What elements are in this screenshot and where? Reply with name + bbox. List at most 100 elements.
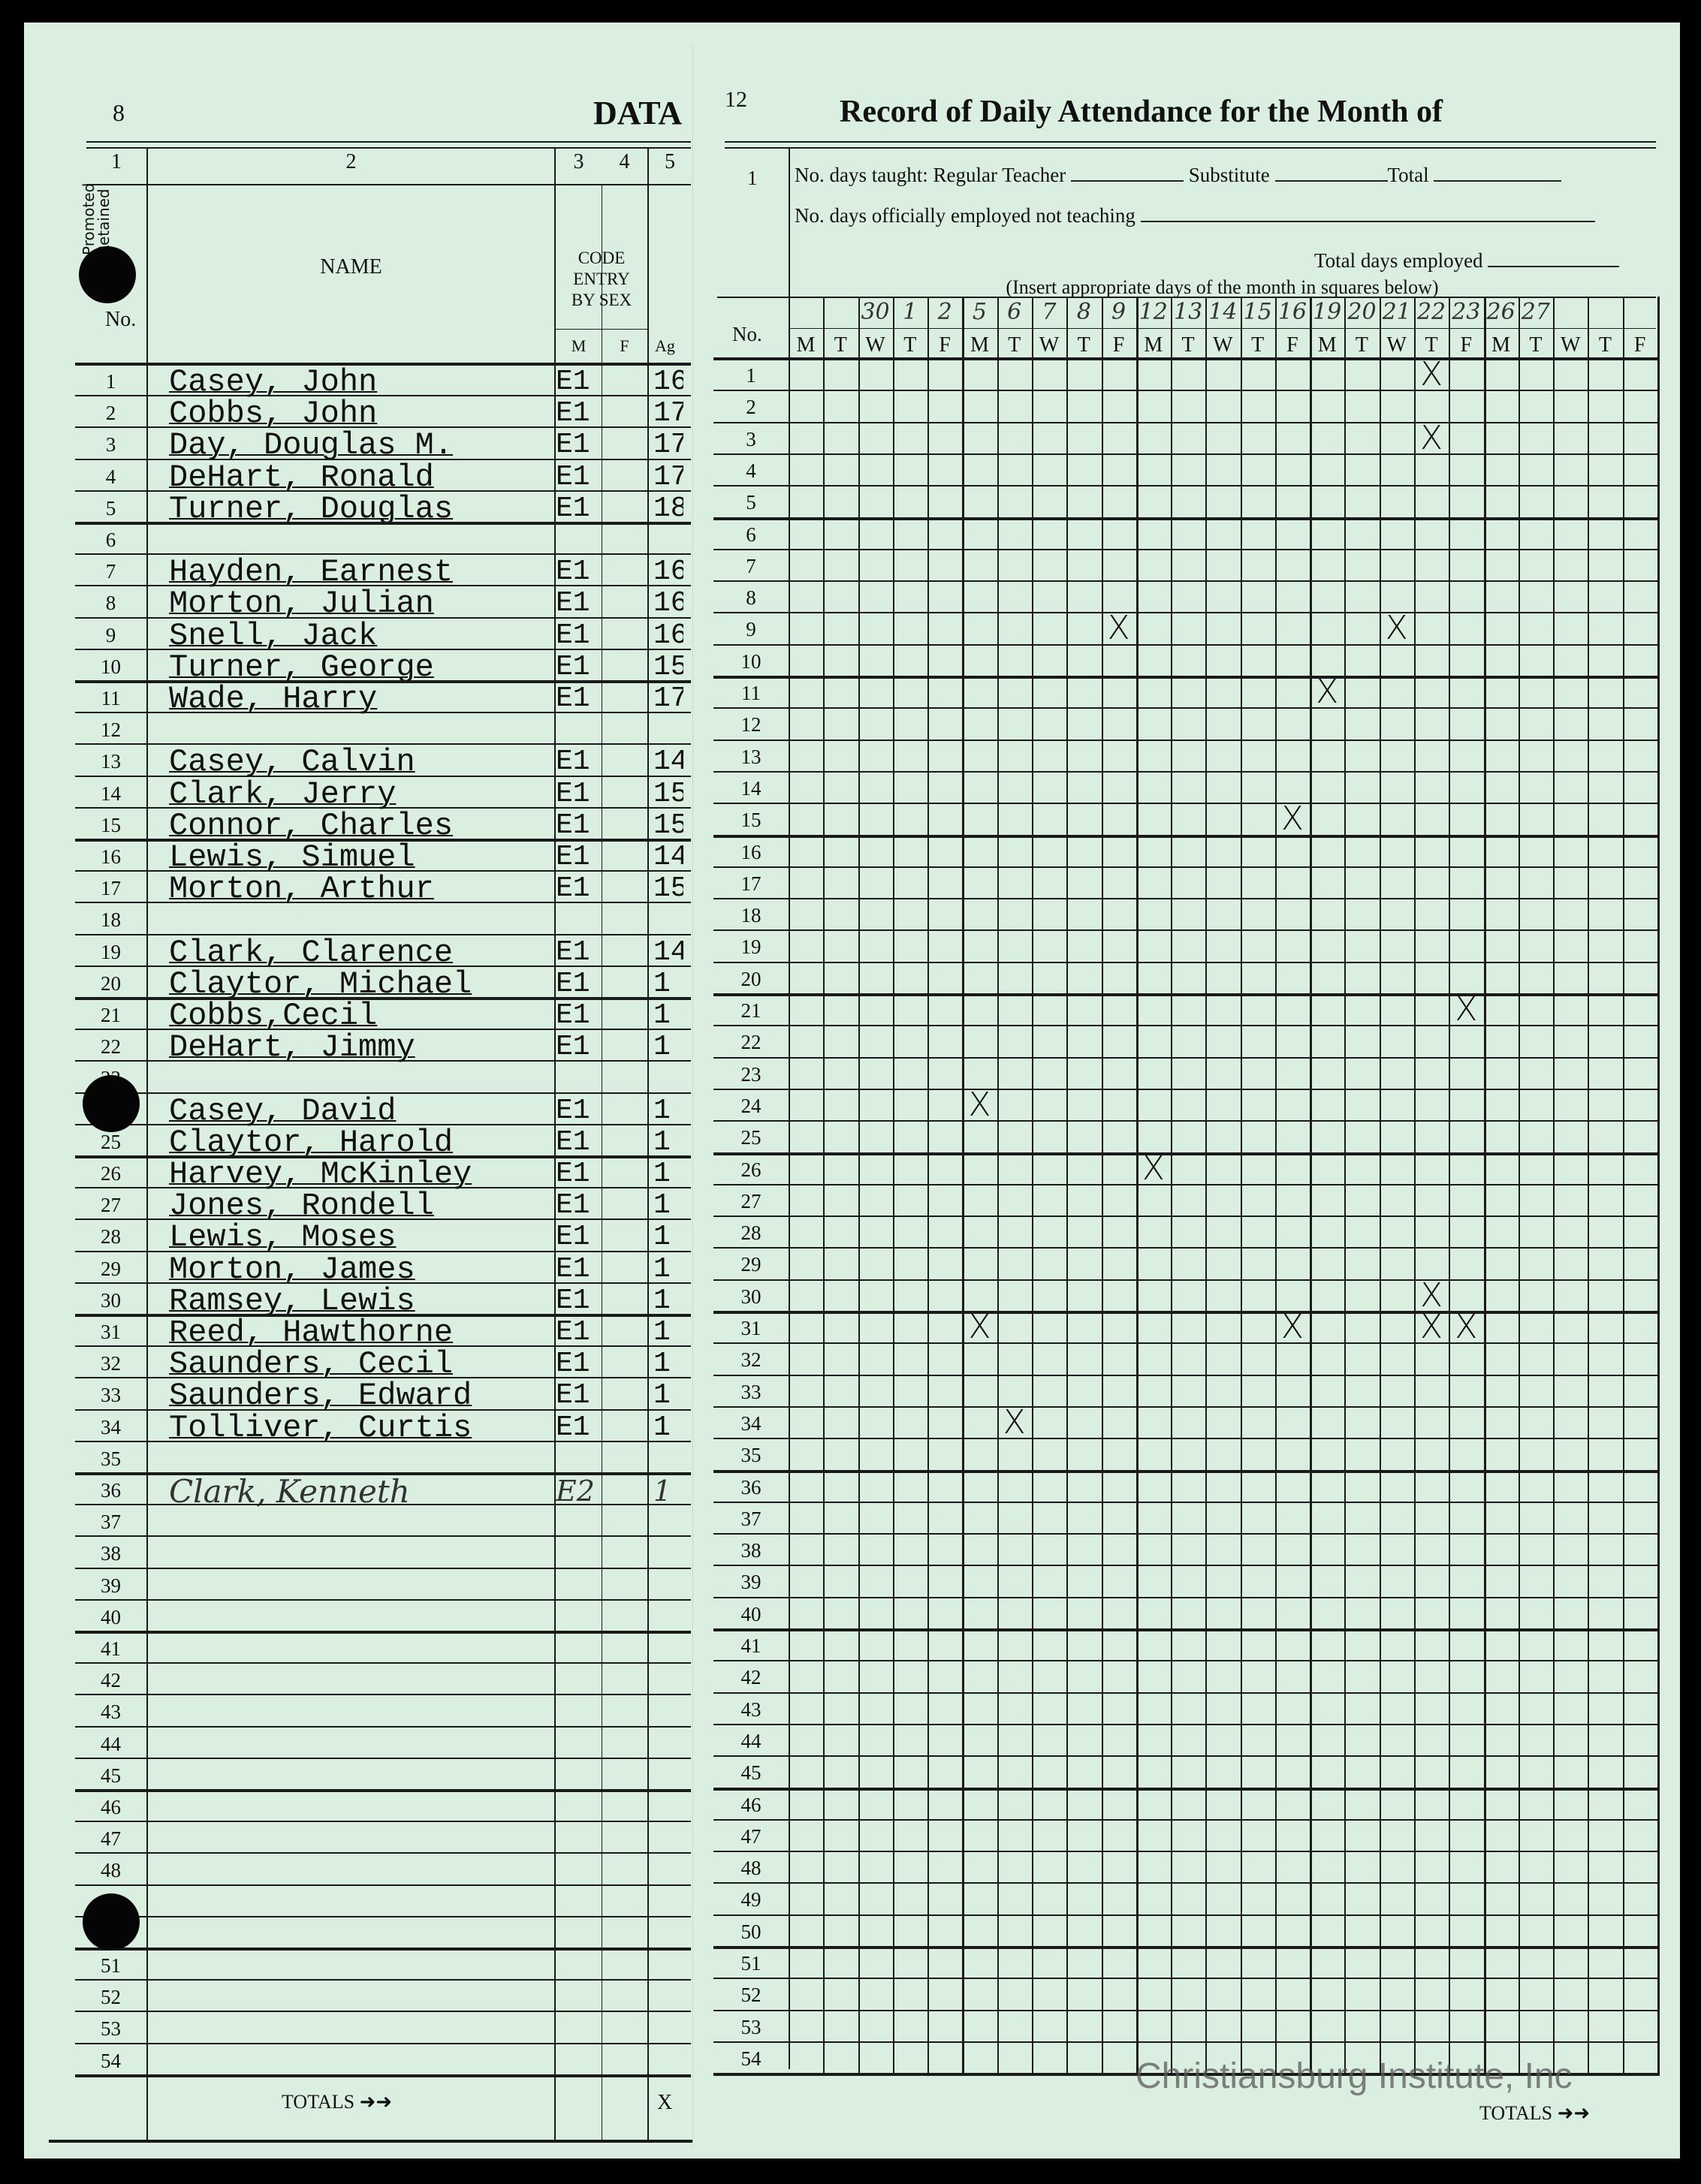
student-row[interactable]: 6 — [75, 523, 689, 554]
student-row[interactable]: 45 — [75, 1758, 689, 1790]
code-entry-male: E1 — [556, 366, 590, 398]
student-row[interactable]: 46 — [75, 1790, 689, 1821]
student-row[interactable]: 15 Connor, Charles E1 15 — [75, 808, 689, 844]
student-row[interactable]: 9 Snell, Jack E1 16 — [75, 618, 689, 654]
student-row[interactable]: 38 — [75, 1536, 689, 1568]
absence-mark[interactable]: X — [1419, 1308, 1443, 1346]
absence-mark[interactable]: X — [1455, 1308, 1478, 1346]
date-cell[interactable]: 16 — [1277, 299, 1307, 325]
student-row[interactable]: 4 DeHart, Ronald E1 17 — [75, 459, 689, 496]
absence-mark[interactable]: X — [1419, 355, 1443, 393]
student-row[interactable]: 2 Cobbs, John E1 17 — [75, 396, 689, 432]
student-row[interactable]: 54 — [75, 2044, 689, 2075]
student-row[interactable]: 42 — [75, 1663, 689, 1694]
date-cell[interactable]: 19 — [1313, 299, 1342, 325]
student-row[interactable]: 27 Jones, Rondell E1 1 — [75, 1188, 689, 1224]
student-row[interactable]: 53 — [75, 2011, 689, 2043]
date-cell[interactable]: 7 — [1042, 299, 1057, 325]
student-row[interactable]: 8 Morton, Julian E1 16 — [75, 586, 689, 622]
student-row[interactable]: 44 — [75, 1727, 689, 1758]
student-row[interactable]: 31 Reed, Hawthorne E1 1 — [75, 1315, 689, 1351]
absence-mark[interactable]: X — [968, 1308, 991, 1346]
student-row[interactable]: 35 — [75, 1441, 689, 1473]
student-row[interactable]: 32 Saunders, Cecil E1 1 — [75, 1346, 689, 1382]
student-row[interactable]: 51 — [75, 1948, 689, 1980]
weekday-label: F — [1633, 333, 1646, 357]
date-cell[interactable]: 2 — [937, 299, 952, 325]
date-cell[interactable]: 9 — [1111, 299, 1126, 325]
absence-mark[interactable]: X — [1385, 609, 1408, 648]
absence-mark[interactable]: X — [1142, 1149, 1165, 1188]
row-number: 38 — [101, 1542, 121, 1565]
student-row[interactable]: 30 Ramsey, Lewis E1 1 — [75, 1283, 689, 1319]
student-row[interactable]: 49 — [75, 1885, 689, 1917]
date-cell[interactable]: 30 — [861, 299, 890, 325]
total-employed-field[interactable] — [1488, 266, 1620, 267]
student-row[interactable]: 16 Lewis, Simuel E1 14 — [75, 839, 689, 875]
absence-mark[interactable]: X — [1280, 800, 1304, 839]
student-row[interactable]: 19 Clark, Clarence E1 14 — [75, 935, 689, 971]
student-row[interactable]: 28 Lewis, Moses E1 1 — [75, 1219, 689, 1255]
absence-mark[interactable]: X — [1316, 673, 1339, 711]
absence-mark[interactable]: X — [968, 1085, 991, 1124]
student-row[interactable]: 5 Turner, Douglas E1 18 — [75, 491, 689, 527]
student-row[interactable]: 13 Casey, Calvin E1 14 — [75, 744, 689, 780]
student-row[interactable]: 37 — [75, 1505, 689, 1536]
date-cell[interactable]: 12 — [1139, 299, 1168, 325]
date-cell[interactable]: 21 — [1382, 299, 1411, 325]
absence-mark[interactable]: X — [1107, 609, 1130, 648]
student-row[interactable]: 43 — [75, 1694, 689, 1726]
student-row[interactable]: 39 — [75, 1568, 689, 1600]
student-row[interactable]: 34 Tolliver, Curtis E1 1 — [75, 1410, 689, 1446]
total-field[interactable] — [1434, 180, 1562, 182]
student-row[interactable]: 14 Clark, Jerry E1 15 — [75, 776, 689, 812]
student-row[interactable]: 25 Claytor, Harold E1 1 — [75, 1125, 689, 1161]
date-cell[interactable]: 22 — [1416, 299, 1446, 325]
date-cell[interactable]: 13 — [1173, 299, 1203, 325]
student-row[interactable]: 23 — [75, 1061, 689, 1092]
absence-mark[interactable]: X — [1455, 990, 1478, 1029]
absence-mark[interactable]: X — [1419, 418, 1443, 457]
substitute-field[interactable] — [1274, 180, 1388, 182]
student-row[interactable]: 52 — [75, 1980, 689, 2011]
student-row[interactable]: 20 Claytor, Michael E1 1 — [75, 966, 689, 1002]
student-row[interactable]: 47 — [75, 1821, 689, 1853]
student-row[interactable]: 10 Turner, George E1 15 — [75, 649, 689, 685]
student-row[interactable]: 48 — [75, 1853, 689, 1884]
date-cell[interactable]: 5 — [972, 299, 987, 325]
student-row[interactable]: 17 Morton, Arthur E1 15 — [75, 871, 689, 907]
student-row[interactable]: 41 — [75, 1631, 689, 1663]
date-cell[interactable]: 1 — [903, 299, 918, 325]
student-row[interactable]: 11 Wade, Harry E1 17 — [75, 681, 689, 717]
student-age: 17 — [653, 397, 683, 430]
student-row[interactable]: 21 Cobbs,Cecil E1 1 — [75, 998, 689, 1034]
regular-teacher-field[interactable] — [1071, 180, 1184, 182]
date-cell[interactable]: 8 — [1076, 299, 1091, 325]
student-name: Reed, Hawthorne — [169, 1315, 454, 1351]
student-row[interactable]: 26 Harvey, McKinley E1 1 — [75, 1156, 689, 1192]
student-row[interactable]: 50 — [75, 1917, 689, 1948]
absence-mark[interactable]: X — [1003, 1402, 1026, 1441]
absence-mark[interactable]: X — [1419, 1276, 1443, 1315]
row-divider — [713, 1405, 1657, 1408]
date-cell[interactable]: 6 — [1007, 299, 1022, 325]
student-row[interactable]: 1 Casey, John E1 16 — [75, 364, 689, 400]
student-row[interactable]: 33 Saunders, Edward E1 1 — [75, 1378, 689, 1414]
date-cell[interactable]: 15 — [1243, 299, 1272, 325]
absence-mark[interactable]: X — [1280, 1308, 1304, 1346]
date-cell[interactable]: 23 — [1452, 299, 1481, 325]
student-row[interactable]: 40 — [75, 1600, 689, 1631]
student-row[interactable]: 18 — [75, 902, 689, 934]
student-row[interactable]: 22 DeHart, Jimmy E1 1 — [75, 1029, 689, 1065]
student-row[interactable]: 12 — [75, 712, 689, 744]
date-cell[interactable]: 26 — [1486, 299, 1516, 325]
date-cell[interactable]: 14 — [1208, 299, 1238, 325]
student-row[interactable]: 7 Hayden, Earnest E1 16 — [75, 554, 689, 590]
student-row[interactable]: 29 Morton, James E1 1 — [75, 1252, 689, 1288]
date-cell[interactable]: 20 — [1347, 299, 1377, 325]
student-row[interactable]: 36 Clark, Kenneth E2 1 — [75, 1473, 689, 1510]
student-row[interactable]: 3 Day, Douglas M. E1 17 — [75, 427, 689, 463]
date-cell[interactable]: 27 — [1521, 299, 1550, 325]
not-teaching-field[interactable] — [1140, 221, 1595, 222]
